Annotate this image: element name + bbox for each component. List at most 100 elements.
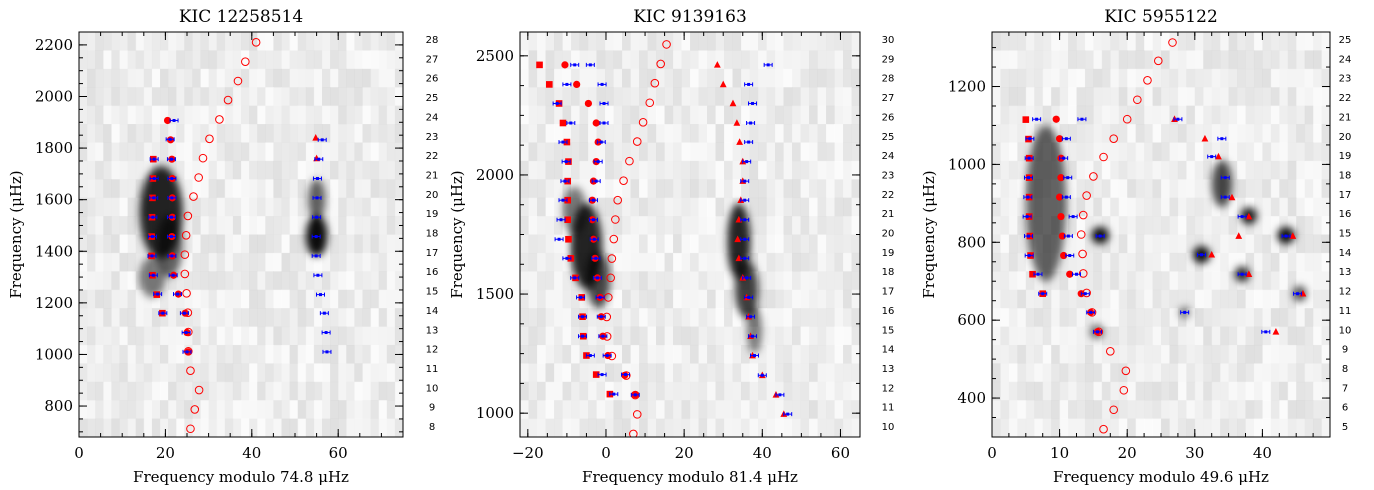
order-label: 17 (1339, 190, 1352, 201)
order-label: 15 (1339, 229, 1352, 240)
point-errorbar (314, 157, 324, 162)
point-errorbar (596, 314, 606, 319)
x-tick-label: 0 (74, 444, 84, 462)
order-label: 20 (1339, 132, 1352, 143)
x-tick-label: 30 (1185, 444, 1204, 462)
point-circle (163, 116, 172, 125)
point-errorbar (597, 82, 607, 87)
point-triangle (729, 99, 737, 107)
point-errorbar (595, 295, 605, 300)
point-errorbar (1086, 310, 1096, 315)
point-errorbar (740, 179, 750, 184)
point-errorbar (552, 101, 562, 106)
point-errorbar (746, 121, 756, 126)
y-tick-label: 1400 (35, 242, 73, 260)
order-label: 23 (426, 132, 439, 143)
order-label: 22 (1339, 93, 1352, 104)
point-errorbar (576, 295, 586, 300)
point-errorbar (630, 392, 640, 397)
point-errorbar (585, 353, 595, 358)
point-circle (183, 327, 193, 337)
point-triangle (1289, 232, 1297, 239)
point-errorbar (1261, 329, 1271, 334)
point-errorbar (1061, 136, 1071, 141)
point-errorbar (1237, 214, 1247, 219)
point-errorbar (1063, 175, 1073, 180)
y-axis-label: Frequency (μHz) (7, 170, 25, 298)
point-errorbar (1220, 175, 1230, 180)
x-tick-label: 10 (1050, 444, 1069, 462)
point-triangle (719, 80, 727, 88)
x-axis-label: Frequency modulo 74.8 μHz (133, 468, 349, 486)
point-square (1029, 270, 1036, 278)
point-errorbar (1293, 291, 1303, 296)
order-label: 21 (426, 170, 439, 181)
order-label: 17 (426, 248, 439, 259)
point-errorbar (169, 118, 179, 123)
y-tick-label: 1200 (948, 78, 986, 96)
point-circle (1089, 172, 1098, 181)
order-label: 5 (1342, 422, 1348, 433)
point-errorbar (1063, 234, 1073, 239)
point-errorbar (1197, 252, 1207, 257)
point-errorbar (591, 256, 601, 261)
point-triangle (1272, 328, 1280, 335)
point-errorbar (744, 140, 754, 145)
order-label: 25 (426, 93, 439, 104)
point-square (564, 216, 571, 224)
point-errorbar (592, 275, 602, 280)
point-circle (607, 254, 617, 263)
point-triangle (1228, 193, 1236, 201)
point-errorbar (740, 237, 750, 242)
point-errorbar (312, 215, 322, 220)
point-errorbar (158, 311, 168, 316)
order-label: 24 (1339, 54, 1352, 65)
order-label: 14 (1339, 248, 1352, 259)
point-circle (194, 173, 203, 182)
panel-3: 0 10 20 30 40 400 600 800 1000 1200 KIC 5955122 Fre… (920, 7, 1351, 486)
point-square (565, 235, 572, 243)
point-errorbar (317, 137, 327, 142)
order-label: 13 (882, 364, 895, 375)
point-errorbar (783, 412, 793, 417)
y-tick-label: 800 (957, 233, 986, 251)
point-errorbar (1023, 195, 1033, 200)
order-label: 8 (1342, 364, 1348, 375)
point-errorbar (599, 121, 609, 126)
y-tick-label: 600 (957, 311, 986, 329)
point-errorbar (311, 253, 321, 258)
order-label: 29 (882, 54, 895, 65)
order-label: 16 (426, 267, 439, 278)
point-errorbar (1059, 156, 1069, 161)
point-errorbar (1032, 117, 1042, 122)
y-tick-label: 1800 (35, 139, 73, 157)
point-circle (251, 38, 261, 47)
order-label: 22 (426, 151, 439, 162)
order-label: 7 (1342, 383, 1348, 394)
point-errorbar (149, 157, 159, 162)
point-circle (223, 95, 233, 105)
point-square (592, 371, 600, 378)
point-errorbar (740, 217, 750, 222)
order-label: 23 (1339, 74, 1352, 85)
point-circle (189, 192, 198, 201)
point-circle (1056, 193, 1064, 201)
point-circle (1122, 114, 1132, 124)
point-errorbar (1065, 253, 1075, 258)
point-circle (613, 195, 623, 205)
order-label: 28 (882, 74, 895, 85)
order-label: 18 (1339, 170, 1352, 181)
order-label: 26 (426, 74, 439, 85)
point-circle (190, 405, 200, 414)
y-tick-label: 800 (44, 397, 73, 415)
y-tick-label: 1500 (476, 285, 514, 303)
point-circle (181, 230, 191, 240)
point-errorbar (740, 198, 750, 203)
point-errorbar (558, 140, 568, 145)
order-label: 8 (429, 422, 435, 433)
point-circle (1143, 75, 1152, 85)
point-circle (638, 117, 648, 127)
point-errorbar (1077, 117, 1087, 122)
point-errorbar (1038, 291, 1048, 296)
